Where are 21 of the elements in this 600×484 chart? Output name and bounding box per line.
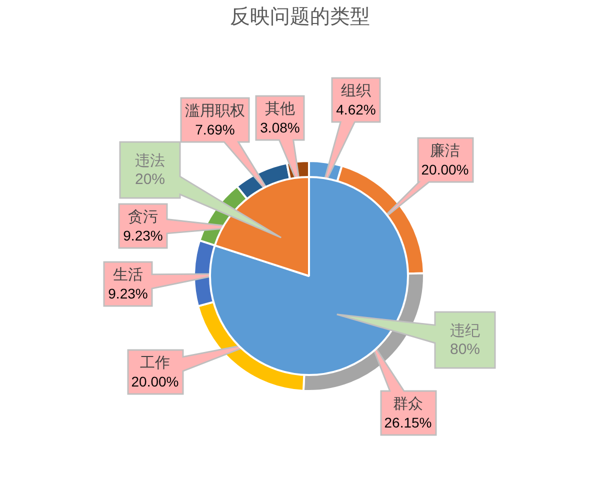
data-label: 26.15% bbox=[384, 414, 432, 430]
data-label: 9.23% bbox=[123, 228, 163, 244]
data-label: 7.69% bbox=[195, 122, 235, 138]
slice-label: 滥用职权 bbox=[185, 102, 245, 120]
data-label: 9.23% bbox=[108, 286, 148, 302]
data-label: 3.08% bbox=[260, 120, 300, 136]
slice-label: 组织 bbox=[341, 82, 371, 100]
data-label: 20.00% bbox=[421, 162, 469, 178]
chart-title: 反映问题的类型 bbox=[229, 3, 371, 30]
slice-label: 贪污 bbox=[128, 208, 158, 226]
slice-label: 群众 bbox=[393, 394, 423, 412]
slice-label: 违纪 bbox=[450, 322, 480, 340]
data-label: 80% bbox=[450, 341, 480, 358]
data-label: 20.00% bbox=[131, 374, 179, 390]
data-label: 20% bbox=[134, 171, 166, 188]
slice-label: 廉洁 bbox=[430, 142, 460, 160]
slice-label: 工作 bbox=[140, 354, 170, 372]
slice-label: 违法 bbox=[135, 152, 165, 170]
slice-label: 生活 bbox=[113, 266, 143, 284]
slice-label: 其他 bbox=[265, 100, 295, 118]
data-label: 4.62% bbox=[336, 102, 376, 118]
